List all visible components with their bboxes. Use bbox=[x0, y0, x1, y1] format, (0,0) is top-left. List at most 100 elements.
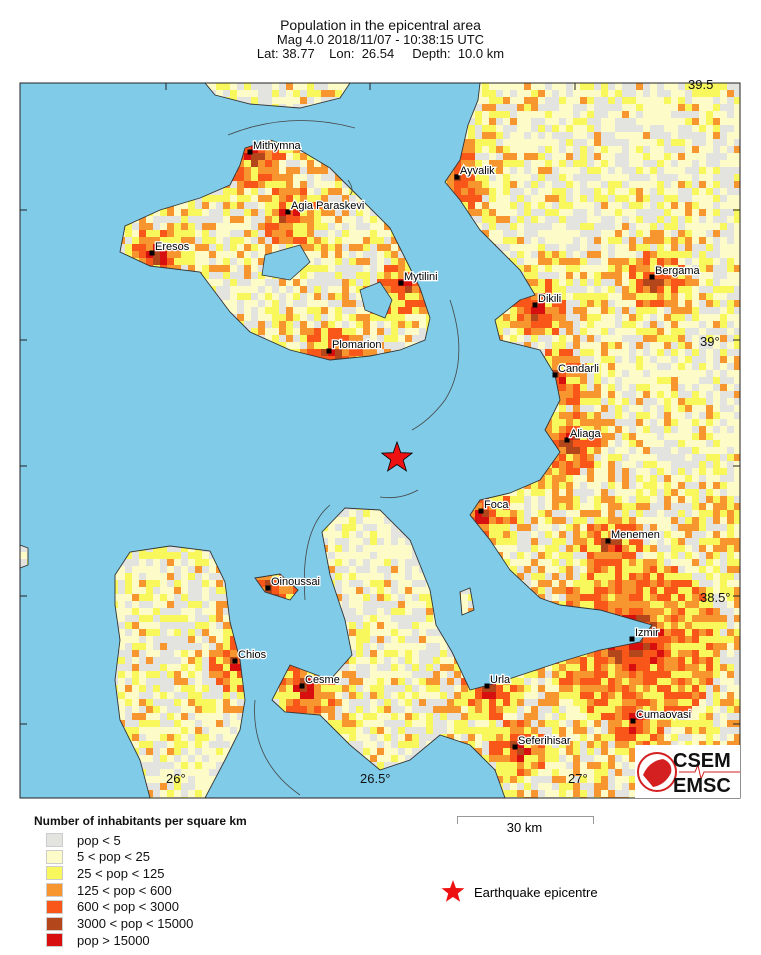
city-label: Menemen bbox=[611, 529, 660, 541]
legend-label: 25 < pop < 125 bbox=[77, 865, 165, 881]
city-marker-icon bbox=[398, 280, 404, 286]
lat-label-39: 39° bbox=[700, 334, 720, 349]
legend-item: pop < 5 bbox=[46, 832, 121, 848]
city-cesme: Cesme bbox=[299, 673, 341, 689]
city-marker-icon bbox=[629, 636, 635, 642]
city-label: Seferihisar bbox=[518, 735, 571, 747]
legend-item: 25 < pop < 125 bbox=[46, 865, 165, 881]
city-marker-icon bbox=[512, 744, 518, 750]
map-frame bbox=[19, 82, 741, 799]
city-eresos: Eresos bbox=[149, 240, 191, 256]
epicentre-legend-label: Earthquake epicentre bbox=[474, 884, 598, 900]
epicentre-star bbox=[380, 440, 414, 472]
city-label: Agia Paraskevi bbox=[291, 200, 364, 212]
legend-label: pop < 5 bbox=[77, 832, 121, 848]
city-marker-icon bbox=[149, 250, 155, 256]
legend-swatch bbox=[46, 899, 63, 914]
city-label: Mithymna bbox=[253, 140, 302, 152]
city-marker-icon bbox=[478, 508, 484, 514]
city-urla: Urla bbox=[484, 673, 512, 689]
legend-swatch bbox=[46, 916, 63, 931]
city-marker-icon bbox=[326, 348, 332, 354]
city-marker-icon bbox=[454, 174, 460, 180]
city-label: Chios bbox=[238, 649, 267, 661]
csem-emsc-logo: CSEM EMSC bbox=[635, 745, 740, 798]
map-title: Population in the epicentral area bbox=[280, 17, 481, 33]
lon-label-26-5: 26.5° bbox=[360, 771, 391, 786]
globe-icon bbox=[637, 752, 677, 792]
lat-label-38-5: 38.5° bbox=[700, 590, 731, 605]
fault-lines bbox=[227, 120, 460, 796]
legend-label: 5 < pop < 25 bbox=[77, 849, 151, 865]
coastline bbox=[459, 587, 475, 616]
city-cumaovasi: Cumaovasi bbox=[630, 708, 692, 724]
city-label: Mytilini bbox=[404, 271, 438, 283]
city-bergama: Bergama bbox=[649, 264, 702, 280]
city-label: Urla bbox=[490, 674, 511, 686]
city-marker-icon bbox=[285, 209, 291, 215]
city-marker-icon bbox=[532, 302, 538, 308]
city-marker-icon bbox=[265, 585, 271, 591]
city-marker-icon bbox=[605, 538, 611, 544]
city-label: Bergama bbox=[655, 265, 701, 277]
legend-title: Number of inhabitants per square km bbox=[34, 814, 247, 828]
city-label: Izmir bbox=[635, 627, 659, 639]
city-candarli: Candarli bbox=[552, 362, 600, 378]
scale-label: 30 km bbox=[506, 820, 543, 835]
coastline bbox=[114, 545, 246, 798]
city-marker-icon bbox=[484, 683, 490, 689]
city-label: Cesme bbox=[305, 674, 340, 686]
city-label: Dikili bbox=[538, 293, 561, 305]
city-menemen: Menemen bbox=[605, 528, 661, 544]
legend-label: 125 < pop < 600 bbox=[77, 882, 172, 898]
city-plomarion: Plomarion bbox=[326, 338, 383, 354]
lat-label-39-5: 39.5 bbox=[688, 77, 713, 92]
city-label: Plomarion bbox=[332, 339, 382, 351]
city-mytilini: Mytilini bbox=[398, 270, 439, 286]
legend-item: 125 < pop < 600 bbox=[46, 882, 172, 898]
scale-bar bbox=[457, 816, 594, 824]
city-label: Aliaga bbox=[570, 428, 601, 440]
coastline bbox=[119, 139, 431, 361]
lon-label-26: 26° bbox=[166, 771, 186, 786]
legend-label: 3000 < pop < 15000 bbox=[77, 916, 194, 931]
gulf-gera bbox=[359, 281, 393, 319]
city-marker-icon bbox=[649, 274, 655, 280]
legend-swatch bbox=[46, 833, 63, 847]
city-marker-icon bbox=[247, 149, 253, 155]
city-markers: Mithymna Agia Paraskevi Eresos Mytilini Plom… bbox=[149, 139, 702, 750]
legend-swatch bbox=[46, 866, 63, 881]
legend-swatch bbox=[46, 849, 63, 864]
event-info: Mag 4.0 2018/11/07 - 10:38:15 UTC bbox=[276, 32, 485, 47]
city-chios: Chios bbox=[232, 648, 268, 664]
star-icon bbox=[441, 880, 465, 902]
lon-label-27: 27° bbox=[568, 771, 588, 786]
coastline bbox=[204, 83, 351, 109]
city-label: Eresos bbox=[155, 241, 190, 253]
city-izmir: Izmir bbox=[629, 626, 660, 642]
legend-swatch bbox=[46, 883, 63, 898]
legend-item: 3000 < pop < 15000 bbox=[46, 916, 194, 931]
city-dikili: Dikili bbox=[532, 292, 562, 308]
city-label: Foca bbox=[484, 499, 509, 511]
legend-swatch bbox=[46, 933, 63, 948]
gulf-kalloni bbox=[261, 244, 311, 281]
city-marker-icon bbox=[630, 718, 636, 724]
city-marker-icon bbox=[564, 437, 570, 443]
epicentre-legend: Earthquake epicentre bbox=[440, 880, 598, 904]
city-marker-icon bbox=[232, 658, 238, 664]
city-ayvalik: Ayvalik bbox=[454, 164, 496, 180]
event-location: Lat: 38.77 Lon: 26.54 Depth: 10.0 km bbox=[256, 46, 505, 61]
coastlines bbox=[20, 83, 740, 798]
city-oinoussai: Oinoussai bbox=[265, 575, 321, 591]
legend-item: pop > 15000 bbox=[46, 933, 150, 948]
city-mithymna: Mithymna bbox=[247, 139, 303, 155]
city-aliaga: Aliaga bbox=[564, 427, 603, 443]
city-seferihisar: Seferihisar bbox=[512, 734, 572, 750]
city-label: Cumaovasi bbox=[636, 709, 691, 721]
city-label: Oinoussai bbox=[271, 576, 320, 588]
coastline bbox=[20, 544, 29, 569]
city-label: Ayvalik bbox=[460, 165, 495, 177]
